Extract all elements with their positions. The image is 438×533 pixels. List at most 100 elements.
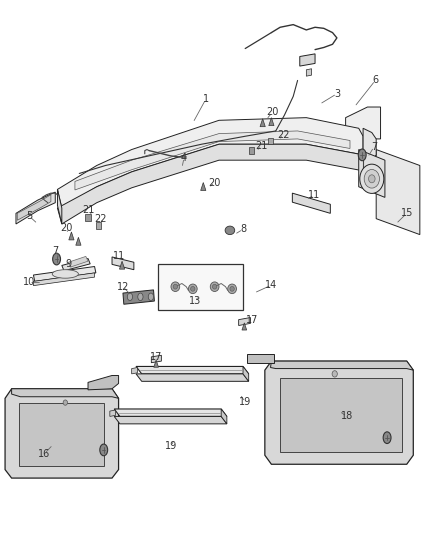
Text: 15: 15 (401, 208, 413, 219)
Polygon shape (57, 118, 363, 208)
Polygon shape (17, 195, 51, 220)
Text: 6: 6 (372, 76, 378, 85)
Polygon shape (68, 256, 88, 267)
Polygon shape (271, 361, 413, 370)
Text: 12: 12 (117, 282, 129, 292)
Polygon shape (292, 193, 330, 213)
Text: 3: 3 (334, 88, 340, 99)
Ellipse shape (383, 432, 391, 443)
Polygon shape (57, 144, 363, 224)
Polygon shape (136, 367, 249, 374)
Ellipse shape (52, 270, 78, 278)
Polygon shape (154, 360, 159, 367)
Polygon shape (239, 318, 251, 326)
Text: 20: 20 (266, 107, 279, 117)
Ellipse shape (188, 284, 197, 294)
Ellipse shape (332, 370, 337, 377)
Ellipse shape (225, 226, 235, 235)
Polygon shape (62, 259, 90, 271)
Text: 11: 11 (113, 251, 125, 261)
Ellipse shape (53, 253, 60, 265)
Polygon shape (359, 150, 385, 197)
Bar (268, 138, 273, 144)
Polygon shape (269, 118, 274, 126)
Text: 11: 11 (308, 190, 320, 200)
FancyBboxPatch shape (19, 403, 104, 466)
Polygon shape (300, 54, 315, 66)
Ellipse shape (173, 284, 177, 289)
Ellipse shape (360, 164, 384, 193)
Polygon shape (265, 361, 413, 464)
Text: 9: 9 (65, 259, 71, 269)
Text: 22: 22 (94, 214, 106, 224)
Polygon shape (114, 416, 227, 424)
Polygon shape (260, 119, 265, 127)
Text: 4: 4 (181, 152, 187, 163)
Text: 1: 1 (203, 94, 209, 104)
Text: 18: 18 (341, 411, 353, 422)
Ellipse shape (127, 293, 133, 301)
Polygon shape (75, 131, 350, 190)
Polygon shape (57, 189, 62, 224)
Text: 13: 13 (189, 296, 201, 306)
Polygon shape (306, 69, 311, 76)
Text: 21: 21 (256, 141, 268, 151)
Text: 16: 16 (38, 449, 50, 458)
Ellipse shape (210, 282, 219, 292)
Text: 22: 22 (277, 130, 290, 140)
Polygon shape (221, 409, 227, 424)
Text: 19: 19 (239, 397, 251, 407)
Text: 21: 21 (83, 205, 95, 215)
Polygon shape (88, 375, 119, 390)
Polygon shape (16, 192, 55, 224)
Bar (96, 222, 101, 229)
Polygon shape (33, 273, 95, 286)
Polygon shape (363, 128, 376, 160)
Polygon shape (151, 356, 161, 363)
Polygon shape (112, 257, 134, 270)
Text: 17: 17 (149, 352, 162, 362)
Polygon shape (33, 266, 96, 281)
Ellipse shape (212, 284, 217, 289)
Polygon shape (242, 323, 247, 330)
FancyBboxPatch shape (158, 264, 243, 310)
Polygon shape (69, 232, 74, 240)
Polygon shape (247, 354, 274, 364)
Ellipse shape (358, 149, 366, 161)
Text: 5: 5 (26, 211, 32, 221)
Bar (249, 147, 254, 155)
Polygon shape (346, 107, 381, 150)
FancyBboxPatch shape (280, 378, 402, 451)
Polygon shape (114, 409, 227, 416)
Ellipse shape (100, 444, 108, 456)
Text: 7: 7 (371, 142, 377, 152)
Text: 20: 20 (60, 223, 72, 233)
Polygon shape (5, 389, 119, 478)
Bar (85, 214, 91, 221)
Ellipse shape (148, 293, 153, 301)
Ellipse shape (228, 284, 237, 294)
Text: 19: 19 (165, 441, 177, 451)
Text: 20: 20 (208, 177, 221, 188)
Polygon shape (201, 182, 206, 190)
Ellipse shape (364, 169, 379, 188)
Polygon shape (120, 261, 125, 269)
Polygon shape (76, 237, 81, 245)
Text: 17: 17 (246, 314, 258, 325)
Polygon shape (136, 374, 249, 381)
Ellipse shape (368, 175, 375, 183)
Polygon shape (123, 290, 154, 304)
Ellipse shape (171, 282, 180, 292)
Polygon shape (12, 389, 119, 398)
Ellipse shape (191, 286, 195, 291)
Ellipse shape (230, 286, 234, 291)
Text: 14: 14 (265, 280, 278, 290)
Polygon shape (110, 410, 116, 416)
Text: 10: 10 (23, 278, 35, 287)
Polygon shape (376, 150, 420, 235)
Ellipse shape (63, 400, 67, 405)
Polygon shape (132, 368, 138, 374)
Ellipse shape (138, 293, 143, 301)
Text: 8: 8 (240, 224, 246, 235)
Text: 7: 7 (52, 246, 58, 255)
